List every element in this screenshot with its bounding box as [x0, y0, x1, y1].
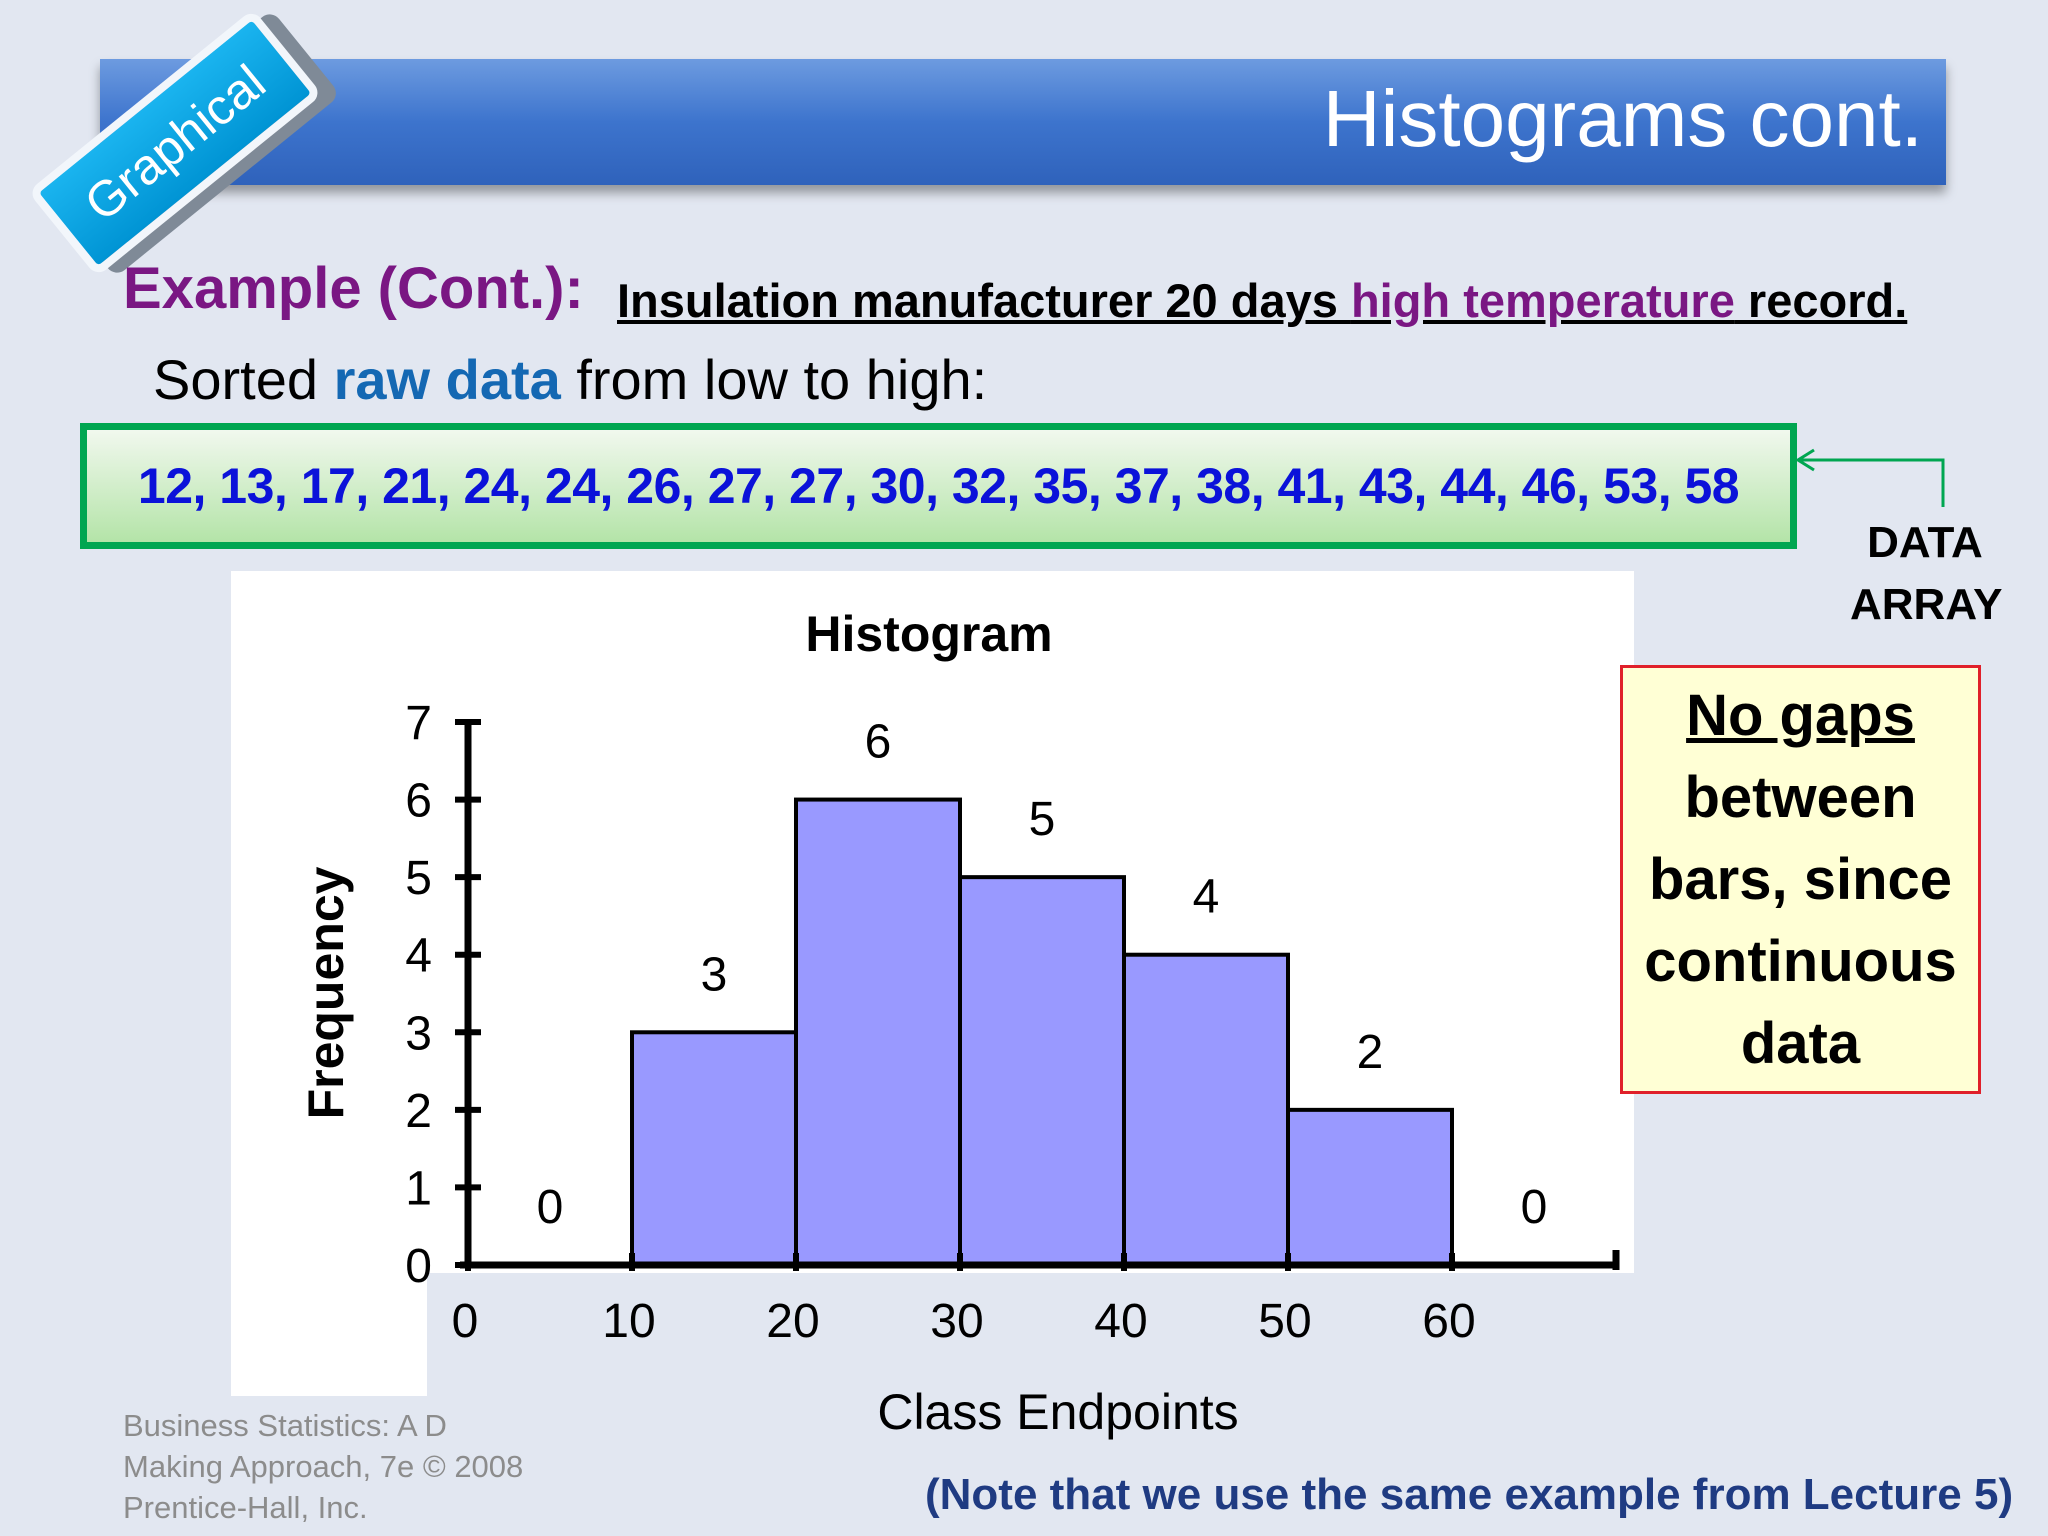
bar-value-label-6: 0: [1521, 1181, 1548, 1234]
x-tick-label-1: 10: [602, 1295, 655, 1348]
note-line-1: No gaps: [1686, 682, 1915, 748]
data-array-label: DATA ARRAY: [1850, 512, 2003, 636]
data-array-arrow: [1795, 448, 1945, 507]
x-tick-label-6: 60: [1422, 1295, 1475, 1348]
citation: Business Statistics: A D Making Approach…: [123, 1405, 523, 1528]
bar-value-label-4: 4: [1193, 871, 1220, 924]
no-gaps-note: No gaps between bars, since continuous d…: [1620, 665, 1981, 1094]
slide-title: Histograms cont.: [1322, 74, 1923, 163]
y-tick-label-6: 6: [405, 775, 432, 828]
sorted-highlight: raw data: [333, 348, 561, 411]
bars-layer: [630, 797, 1454, 1268]
note-line-5: data: [1740, 1010, 1861, 1076]
sorted-raw-data-line: Sorted raw data from low to high:: [153, 347, 987, 412]
x-tick-label-5: 50: [1258, 1295, 1311, 1348]
data-array-label-line2: ARRAY: [1850, 580, 2003, 629]
citation-line-1: Business Statistics: A D: [123, 1408, 447, 1443]
histogram-bar-4: [1122, 952, 1290, 1267]
histogram-bar-5: [1286, 1107, 1454, 1268]
note-line-3: bars, since: [1648, 846, 1953, 912]
example-desc-highlight: high temperature: [1350, 274, 1735, 327]
example-desc-pre: Insulation manufacturer 20 days: [617, 274, 1351, 327]
note-line-2: between: [1684, 764, 1917, 830]
bar-value-label-2: 6: [865, 716, 892, 769]
chart-title: Histogram: [805, 606, 1052, 662]
chart-background-extension: [231, 1273, 427, 1396]
y-tick-label-2: 2: [405, 1085, 432, 1138]
example-desc-post: record.: [1734, 274, 1908, 327]
y-axis-title: Frequency: [298, 866, 354, 1119]
title-banner: Histograms cont.: [100, 59, 1946, 185]
y-tick-label-7: 7: [405, 697, 432, 750]
y-tick-label-0: 0: [405, 1240, 432, 1293]
histogram-bar-1: [630, 1030, 798, 1268]
sorted-pre: Sorted: [153, 348, 334, 411]
footer-note: (Note that we use the same example from …: [925, 1470, 2014, 1519]
x-axis-title: Class Endpoints: [877, 1384, 1238, 1440]
bar-value-label-3: 5: [1029, 793, 1056, 846]
data-array-box: 12, 13, 17, 21, 24, 24, 26, 27, 27, 30, …: [80, 423, 1797, 549]
bar-value-label-1: 3: [701, 948, 728, 1001]
example-description: Insulation manufacturer 20 days high tem…: [617, 273, 1907, 328]
citation-line-3: Prentice-Hall, Inc.: [123, 1490, 368, 1525]
x-tick-label-0: 0: [452, 1295, 479, 1348]
y-tick-label-4: 4: [405, 930, 432, 983]
y-tick-label-5: 5: [405, 852, 432, 905]
data-array-label-line1: DATA: [1867, 518, 1983, 567]
sorted-post: from low to high:: [560, 348, 988, 411]
histogram-bar-2: [794, 797, 962, 1267]
axes-layer: [455, 719, 1620, 1271]
data-array-values: 12, 13, 17, 21, 24, 24, 26, 27, 27, 30, …: [137, 458, 1740, 514]
y-tick-label-3: 3: [405, 1007, 432, 1060]
x-tick-label-4: 40: [1094, 1295, 1147, 1348]
bar-value-label-0: 0: [537, 1181, 564, 1234]
example-label: Example (Cont.):: [123, 256, 584, 321]
citation-line-2: Making Approach, 7e © 2008: [123, 1449, 524, 1484]
x-tick-label-2: 20: [766, 1295, 819, 1348]
bar-value-label-5: 2: [1357, 1026, 1384, 1079]
x-tick-label-3: 30: [930, 1295, 983, 1348]
histogram-bar-3: [958, 875, 1126, 1268]
note-line-4: continuous: [1644, 928, 1957, 994]
y-tick-label-1: 1: [405, 1162, 432, 1215]
